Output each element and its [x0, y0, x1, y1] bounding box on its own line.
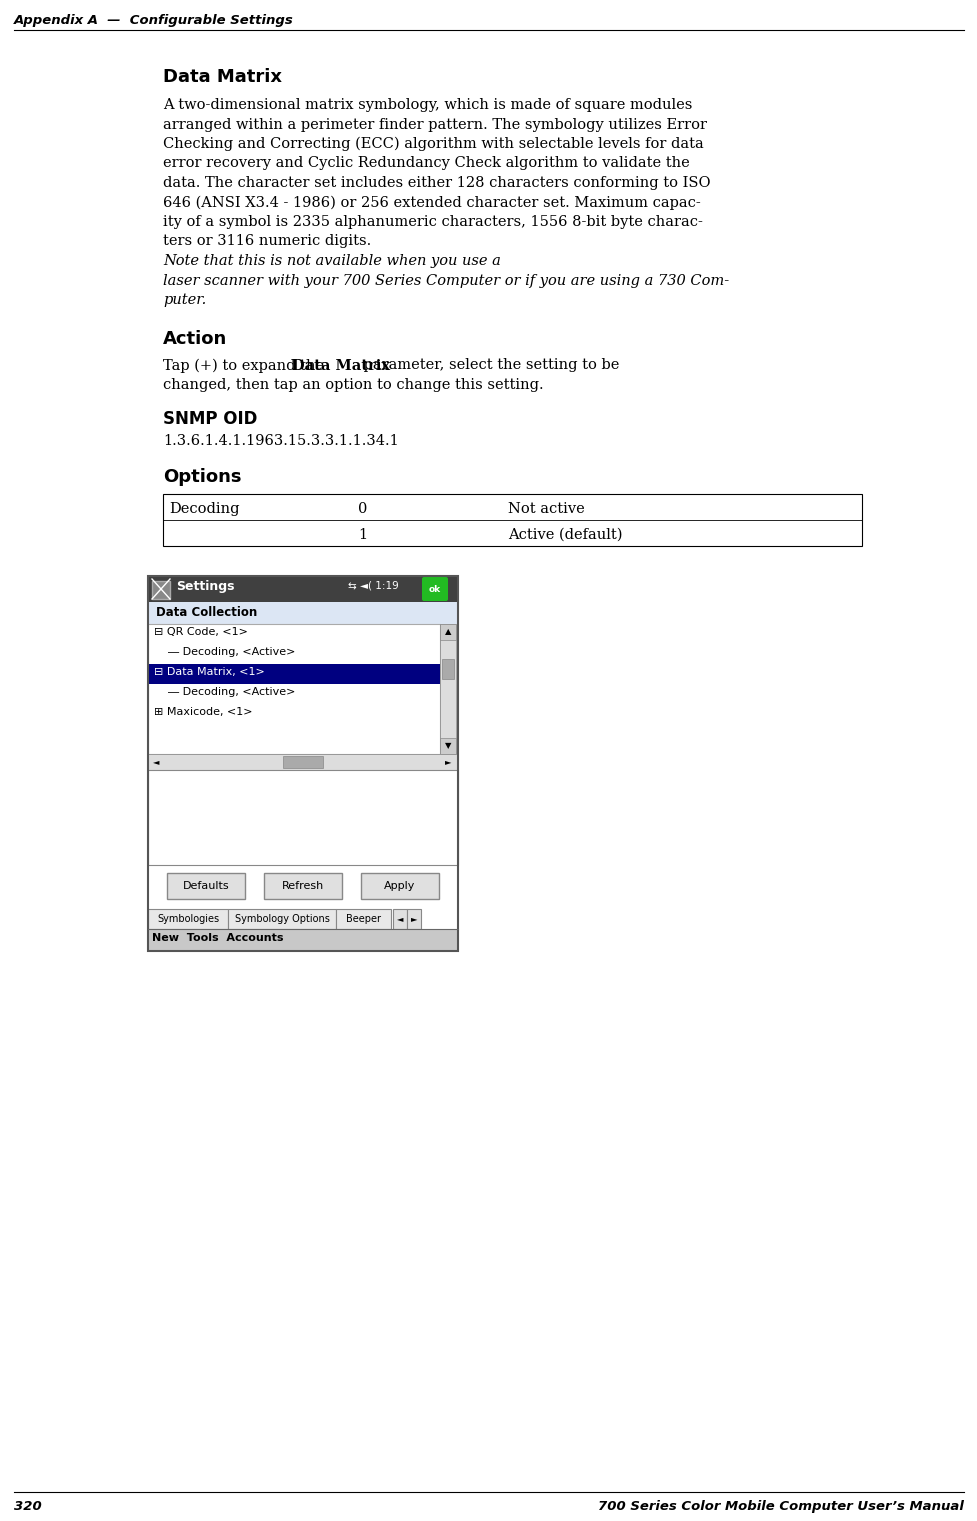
FancyBboxPatch shape [167, 873, 245, 899]
Text: ity of a symbol is 2335 alphanumeric characters, 1556 8-bit byte charac-: ity of a symbol is 2335 alphanumeric cha… [163, 214, 702, 230]
Text: Data Matrix: Data Matrix [291, 359, 390, 373]
Bar [148, 576, 457, 602]
Bar [148, 910, 228, 929]
Bar [440, 624, 455, 640]
Text: 1.3.6.1.4.1.1963.15.3.3.1.1.34.1: 1.3.6.1.4.1.1963.15.3.3.1.1.34.1 [163, 433, 399, 449]
Text: A two-dimensional matrix symbology, which is made of square modules: A two-dimensional matrix symbology, whic… [163, 97, 692, 113]
FancyBboxPatch shape [361, 873, 439, 899]
Text: Active (default): Active (default) [507, 528, 622, 541]
Text: ― Decoding, <Active>: ― Decoding, <Active> [153, 646, 295, 657]
Text: parameter, select the setting to be: parameter, select the setting to be [359, 359, 619, 373]
Bar [440, 738, 455, 754]
Text: error recovery and Cyclic Redundancy Check algorithm to validate the: error recovery and Cyclic Redundancy Che… [163, 157, 689, 170]
Text: ◄: ◄ [397, 914, 403, 923]
Bar [440, 624, 455, 754]
FancyBboxPatch shape [421, 576, 447, 601]
Bar [148, 602, 457, 624]
Bar [282, 756, 322, 768]
Text: ►: ► [445, 757, 450, 767]
Text: ►: ► [410, 914, 417, 923]
Text: Defaults: Defaults [183, 881, 229, 891]
Text: ― Decoding, <Active>: ― Decoding, <Active> [153, 687, 295, 697]
Text: ⊞ Maxicode, <1>: ⊞ Maxicode, <1> [153, 707, 252, 716]
Text: New  Tools  Accounts: New Tools Accounts [151, 932, 283, 943]
Text: Data Collection: Data Collection [156, 605, 257, 619]
Text: Refresh: Refresh [281, 881, 323, 891]
Bar [151, 581, 170, 599]
Text: Data Matrix: Data Matrix [163, 68, 281, 87]
Text: 1: 1 [358, 528, 366, 541]
Text: Decoding: Decoding [169, 502, 239, 516]
Text: Not active: Not active [507, 502, 584, 516]
Text: laser scanner with your 700 Series Computer or if you are using a 730 Com-: laser scanner with your 700 Series Compu… [163, 274, 729, 287]
Text: ▲: ▲ [445, 628, 450, 636]
Text: Tap (+) to expand the: Tap (+) to expand the [163, 359, 328, 373]
Text: ⊟ Data Matrix, <1>: ⊟ Data Matrix, <1> [153, 668, 265, 677]
Text: 0: 0 [358, 502, 367, 516]
Text: puter.: puter. [163, 294, 206, 307]
Bar [442, 659, 453, 678]
Bar [148, 770, 457, 865]
Bar [148, 576, 457, 951]
Text: 320: 320 [14, 1500, 42, 1513]
Text: data. The character set includes either 128 characters conforming to ISO: data. The character set includes either … [163, 176, 710, 190]
Text: 700 Series Color Mobile Computer User’s Manual: 700 Series Color Mobile Computer User’s … [598, 1500, 963, 1513]
Bar [163, 494, 861, 546]
Text: Settings: Settings [176, 580, 234, 593]
Text: Apply: Apply [384, 881, 415, 891]
FancyBboxPatch shape [264, 873, 342, 899]
Text: ⊟ QR Code, <1>: ⊟ QR Code, <1> [153, 627, 247, 637]
Text: ok: ok [429, 584, 441, 593]
Text: Beeper: Beeper [346, 914, 381, 923]
Text: SNMP OID: SNMP OID [163, 411, 257, 427]
Bar [336, 910, 391, 929]
Bar [148, 754, 457, 770]
Bar [148, 665, 440, 684]
Bar [148, 624, 440, 754]
Bar [148, 929, 457, 951]
Text: 646 (ANSI X3.4 - 1986) or 256 extended character set. Maximum capac-: 646 (ANSI X3.4 - 1986) or 256 extended c… [163, 196, 701, 210]
Text: Action: Action [163, 330, 227, 348]
Text: Note that this is not available when you use a: Note that this is not available when you… [163, 254, 500, 268]
Text: Appendix A  —  Configurable Settings: Appendix A — Configurable Settings [14, 14, 293, 27]
Text: ▼: ▼ [445, 742, 450, 750]
Text: ⇆ ◄( 1:19: ⇆ ◄( 1:19 [348, 581, 399, 592]
Text: Checking and Correcting (ECC) algorithm with selectable levels for data: Checking and Correcting (ECC) algorithm … [163, 137, 703, 152]
Text: Symbologies: Symbologies [156, 914, 219, 923]
Text: arranged within a perimeter finder pattern. The symbology utilizes Error: arranged within a perimeter finder patte… [163, 117, 706, 131]
Bar [228, 910, 336, 929]
Text: ters or 3116 numeric digits.: ters or 3116 numeric digits. [163, 234, 375, 248]
Bar [393, 910, 406, 929]
Bar [406, 910, 420, 929]
Text: changed, then tap an option to change this setting.: changed, then tap an option to change th… [163, 379, 543, 392]
Text: Options: Options [163, 468, 241, 487]
Text: Symbology Options: Symbology Options [234, 914, 329, 923]
Text: ◄: ◄ [152, 757, 159, 767]
